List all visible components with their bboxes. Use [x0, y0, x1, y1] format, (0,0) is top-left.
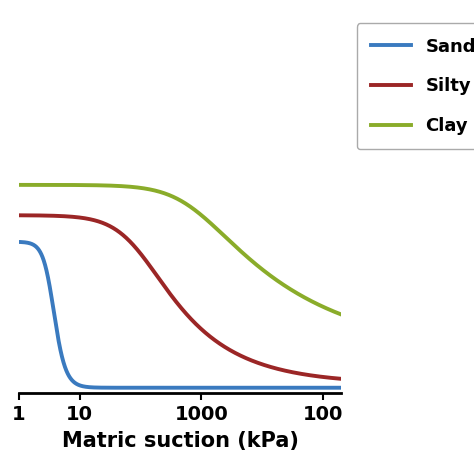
Line: Sand: Sand [13, 242, 352, 388]
Clay [349, 316, 355, 321]
Sand [339, 385, 345, 391]
Sand [277, 385, 283, 391]
Sand [10, 239, 16, 245]
Legend: Sand, Silty, Clay: Sand, Silty, Clay [357, 23, 474, 149]
Clay [175, 196, 181, 202]
Silty [175, 301, 181, 307]
Sand [27, 241, 33, 246]
Sand [318, 385, 324, 391]
Line: Silty: Silty [13, 215, 352, 380]
Silty [277, 366, 283, 372]
Silty [349, 377, 355, 383]
Sand [349, 385, 355, 391]
Line: Clay: Clay [13, 185, 352, 319]
Silty [339, 376, 345, 382]
Silty [27, 212, 33, 218]
Clay [27, 182, 33, 188]
Silty [339, 376, 345, 382]
Clay [277, 280, 283, 285]
X-axis label: Matric suction (kPa): Matric suction (kPa) [62, 431, 299, 451]
Silty [166, 290, 172, 295]
Sand [339, 385, 345, 391]
Sand [166, 385, 172, 391]
Silty [10, 212, 16, 218]
Clay [339, 312, 345, 318]
Sand [175, 385, 181, 391]
Clay [339, 312, 345, 318]
Clay [10, 182, 16, 188]
Clay [166, 192, 172, 198]
